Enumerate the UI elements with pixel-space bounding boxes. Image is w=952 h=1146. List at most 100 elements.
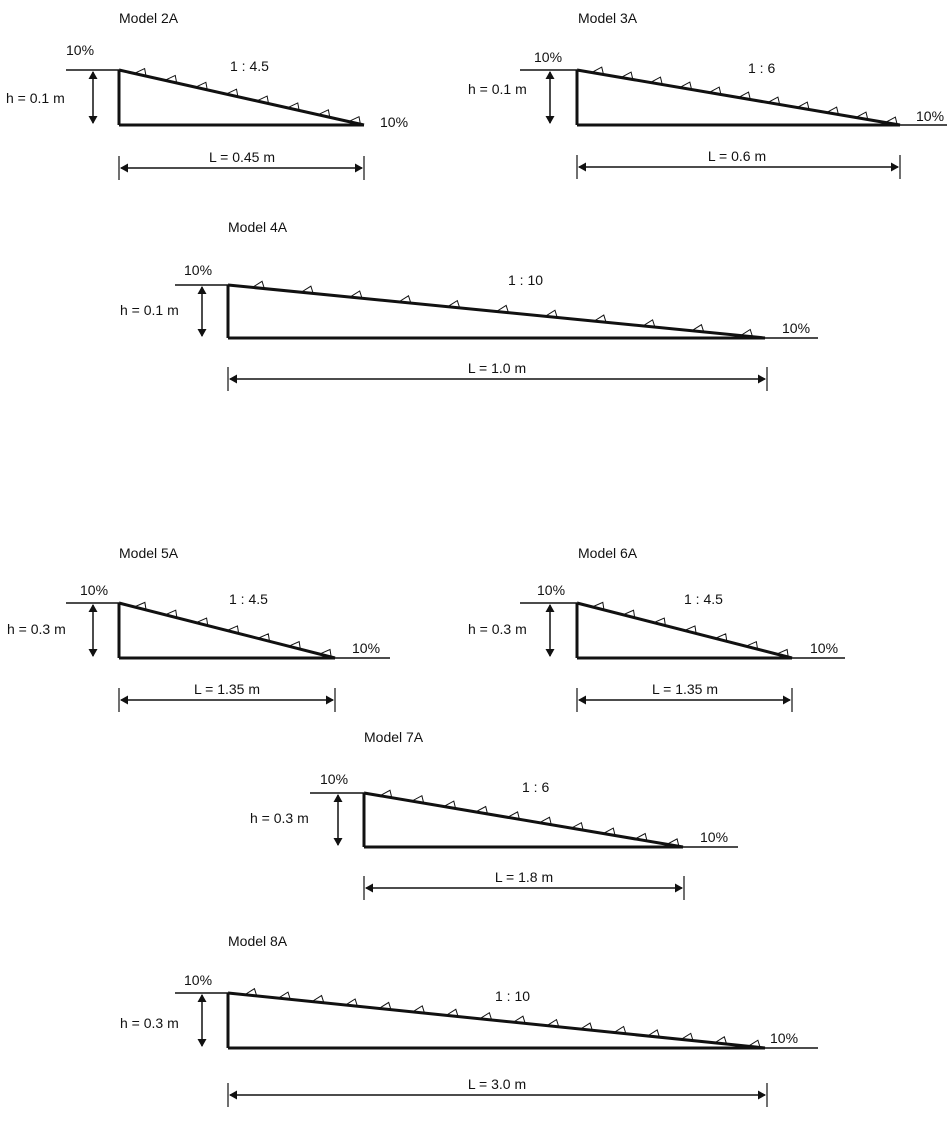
height-arrowhead-bottom: [88, 116, 98, 124]
downstream-percent-label: 10%: [782, 320, 810, 336]
roughness-marker: [285, 102, 300, 112]
roughness-marker: [474, 805, 489, 815]
roughness-marker: [641, 319, 656, 328]
slope-ratio-label: 1 : 10: [495, 988, 530, 1004]
roughness-marker: [679, 1032, 694, 1042]
roughness-marker: [736, 91, 751, 101]
roughness-marker: [665, 838, 680, 847]
downstream-percent-label: 10%: [770, 1030, 798, 1046]
length-arrowhead-right: [326, 695, 334, 705]
roughness-marker: [343, 998, 359, 1007]
roughness-marker: [592, 314, 607, 323]
roughness-marker: [545, 1018, 560, 1028]
roughness-marker: [377, 1001, 392, 1011]
roughness-marker: [739, 328, 754, 338]
length-arrowhead-right: [891, 162, 899, 172]
model-4a: Model 4A 10% 10% 1 : 10 h = 0.1 m L = 1.0 m: [120, 219, 818, 391]
height-arrowhead-bottom: [197, 329, 207, 337]
length-arrowhead-right: [355, 163, 363, 173]
model-7a: Model 7A 10% 10% 1 : 6 h = 0.3 m L = 1.8 m: [250, 729, 738, 900]
length-arrowhead-right: [783, 695, 791, 705]
model-title: Model 8A: [228, 933, 288, 949]
model-title: Model 3A: [578, 10, 638, 26]
length-arrowhead-right: [675, 883, 683, 893]
model-title: Model 6A: [578, 545, 638, 561]
height-arrowhead-top: [545, 71, 555, 79]
roughness-marker: [318, 648, 332, 658]
slope-ratio-label: 1 : 4.5: [684, 591, 723, 607]
length-arrowhead-right: [758, 1090, 766, 1100]
upstream-percent-label: 10%: [537, 582, 565, 598]
roughness-marker: [444, 1008, 459, 1018]
length-label: L = 0.45 m: [209, 149, 275, 165]
model-title: Model 4A: [228, 219, 288, 235]
roughness-marker: [537, 816, 552, 826]
downstream-percent-label: 10%: [352, 640, 380, 656]
roughness-marker: [397, 295, 412, 304]
slope-ratio-label: 1 : 6: [522, 779, 549, 795]
length-arrowhead-left: [578, 695, 586, 705]
roughness-marker: [682, 625, 697, 635]
length-arrowhead-left: [365, 883, 373, 893]
model-title: Model 2A: [119, 10, 179, 26]
downstream-percent-label: 10%: [380, 114, 408, 130]
model-3a: Model 3A 10% 10% 1 : 6 h = 0.1 m L = 0.6 m: [468, 10, 947, 179]
upstream-percent-label: 10%: [534, 49, 562, 65]
roughness-marker: [478, 1011, 493, 1021]
roughness-marker: [225, 625, 240, 635]
roughness-marker: [163, 609, 178, 619]
height-label: h = 0.3 m: [250, 810, 309, 826]
roughness-marker: [883, 116, 898, 126]
roughness-marker: [347, 115, 362, 125]
height-label: h = 0.3 m: [468, 621, 527, 637]
roughness-marker: [633, 832, 648, 842]
height-arrowhead-top: [88, 604, 98, 612]
length-label: L = 1.35 m: [194, 681, 260, 697]
roughness-marker: [775, 648, 789, 658]
height-arrowhead-bottom: [197, 1039, 207, 1047]
roughness-marker: [646, 1029, 661, 1038]
roughness-marker: [713, 1036, 728, 1045]
roughness-marker: [612, 1025, 627, 1035]
height-arrowhead-bottom: [333, 838, 343, 846]
slope-ratio-label: 1 : 6: [748, 60, 775, 76]
height-arrowhead-bottom: [545, 116, 555, 124]
roughness-marker: [621, 609, 636, 619]
length-label: L = 3.0 m: [468, 1076, 526, 1092]
slope-ratio-label: 1 : 4.5: [229, 591, 268, 607]
length-label: L = 0.6 m: [708, 148, 766, 164]
roughness-marker: [132, 67, 147, 77]
roughness-marker: [256, 633, 271, 642]
model-title: Model 5A: [119, 545, 179, 561]
length-label: L = 1.35 m: [652, 681, 718, 697]
height-label: h = 0.3 m: [7, 621, 66, 637]
downstream-percent-label: 10%: [700, 829, 728, 845]
height-label: h = 0.1 m: [468, 81, 527, 97]
roughness-marker: [713, 633, 728, 643]
height-arrowhead-top: [333, 794, 343, 802]
roughness-marker: [255, 95, 270, 105]
roughness-marker: [316, 109, 331, 118]
roughness-marker: [442, 800, 457, 810]
roughness-marker: [746, 1039, 761, 1049]
length-arrowhead-right: [758, 374, 766, 384]
model-6a: Model 6A 10% 10% 1 : 4.5 h = 0.3 m L = 1.35 m: [468, 545, 845, 712]
roughness-marker: [652, 617, 667, 627]
roughness-marker: [310, 994, 325, 1004]
height-label: h = 0.1 m: [120, 302, 179, 318]
height-arrowhead-top: [197, 286, 207, 294]
roughness-marker: [194, 617, 209, 627]
length-arrowhead-left: [120, 695, 128, 705]
roughness-marker: [299, 285, 314, 294]
slope-ratio-label: 1 : 10: [508, 272, 543, 288]
upstream-percent-label: 10%: [320, 771, 348, 787]
roughness-marker: [569, 821, 584, 831]
height-arrowhead-top: [545, 604, 555, 612]
roughness-marker: [506, 811, 521, 820]
upstream-percent-label: 10%: [80, 582, 108, 598]
roughness-marker: [619, 71, 634, 81]
roughness-marker: [378, 789, 393, 799]
roughness-marker: [224, 88, 239, 98]
model-title: Model 7A: [364, 729, 424, 745]
